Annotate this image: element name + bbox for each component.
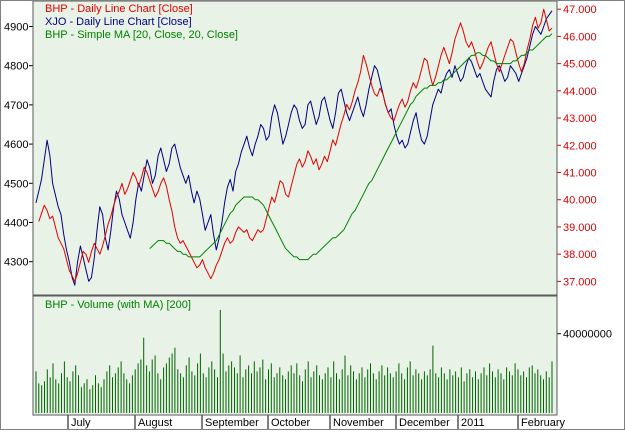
volume-axis: 40000000	[557, 329, 612, 341]
right-tick-label: 44.000	[563, 86, 597, 98]
volume-bars-layer	[35, 309, 553, 413]
volume-legend: BHP - Volume (with MA) [200]	[45, 299, 191, 311]
right-axis: 37.000 38.000 39.000 40.000 41.000 42.000 43.0…	[557, 4, 597, 288]
series-line-xjo-daily-line-chart-close	[35, 10, 553, 286]
time-tick-label: October	[271, 417, 310, 429]
left-tick-label: 4700	[4, 100, 28, 112]
right-tick-label: 42.000	[563, 140, 597, 152]
right-tick-label: 46.000	[563, 31, 597, 43]
volume-frame	[32, 295, 558, 416]
right-tick-label: 40.000	[563, 195, 597, 207]
right-tick-label: 39.000	[563, 222, 597, 234]
left-tick-label: 4400	[4, 217, 28, 229]
price-panel	[33, 1, 557, 295]
left-tick-label: 4900	[4, 21, 28, 33]
left-tick-label: 4600	[4, 139, 28, 151]
right-tick-label: 47.000	[563, 4, 597, 16]
left-tick-label: 4500	[4, 178, 28, 190]
legend-entry: XJO - Daily Line Chart [Close]	[45, 16, 192, 28]
legend-entry: BHP - Simple MA [20, Close, 20, Close]	[45, 29, 238, 41]
time-tick-label: July	[71, 417, 91, 429]
right-tick-label: 45.000	[563, 59, 597, 71]
left-tick-label: 4300	[4, 257, 28, 269]
series-line-bhp-simple-ma-20-close-20-close	[149, 33, 553, 261]
price-legend: BHP - Daily Line Chart [Close]XJO - Dail…	[45, 3, 238, 41]
right-tick-label: 38.000	[563, 249, 597, 261]
time-tick-label: September	[205, 417, 259, 429]
series-line-bhp-daily-line-chart-close	[38, 8, 553, 282]
legend-entry: BHP - Daily Line Chart [Close]	[45, 3, 193, 15]
right-tick-label: 43.000	[563, 113, 597, 125]
time-tick-label: December	[399, 417, 450, 429]
left-axis: 4300 4400 4500 4600 4700 4800 4900	[4, 21, 33, 269]
time-tick-label: August	[138, 417, 172, 429]
price-series-layer	[35, 8, 553, 286]
left-tick-label: 4800	[4, 61, 28, 73]
time-tick-label: 2011	[461, 417, 485, 429]
time-tick-label: November	[333, 417, 384, 429]
time-tick-label: February	[521, 417, 566, 429]
right-tick-label: 41.000	[563, 168, 597, 180]
legend-entry: BHP - Volume (with MA) [200]	[45, 299, 191, 311]
right-tick-label: 37.000	[563, 276, 597, 288]
volume-tick-label: 40000000	[563, 329, 612, 341]
time-axis: July August September October November Decemb…	[33, 414, 566, 429]
